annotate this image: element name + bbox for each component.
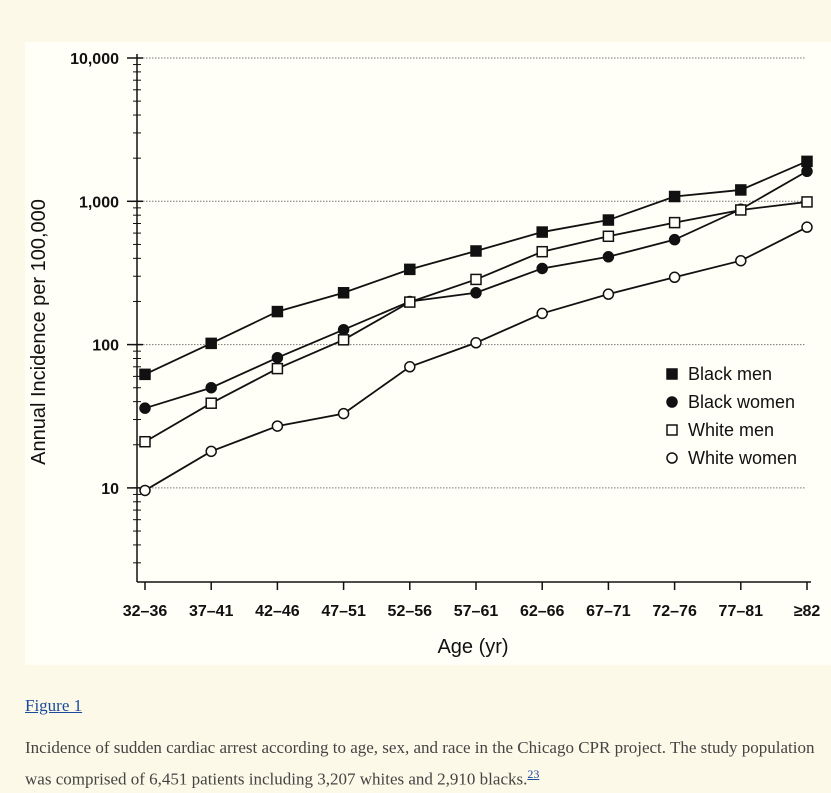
point-black-women — [602, 251, 615, 263]
point-black-men — [735, 184, 747, 196]
x-tick-label: 72–76 — [652, 603, 697, 620]
point-black-men — [205, 337, 217, 350]
point-white-women — [271, 420, 284, 432]
point-black-men — [337, 287, 350, 299]
x-tick-label: 52–56 — [388, 603, 433, 620]
point-black-men — [801, 155, 813, 168]
point-black-men — [470, 245, 482, 257]
point-white-women — [602, 288, 615, 300]
point-white-men — [470, 273, 482, 286]
point-black-women — [271, 351, 284, 364]
point-white-women — [139, 484, 151, 497]
y-tick-label: 100 — [92, 338, 119, 355]
point-black-women — [668, 233, 681, 246]
point-white-women — [801, 221, 813, 233]
point-white-men — [205, 397, 217, 409]
point-black-women — [139, 402, 151, 414]
legend-marker — [666, 424, 678, 436]
y-tick-label: 1,000 — [79, 194, 119, 211]
x-tick-label: 32–36 — [123, 603, 168, 620]
point-black-men — [536, 226, 548, 238]
x-axis-title: Age (yr) — [437, 636, 508, 658]
y-axis-title: Annual Incidence per 100,000 — [28, 199, 50, 465]
legend-label: Black men — [688, 364, 772, 384]
figure-link[interactable]: Figure 1 — [25, 696, 83, 715]
legend-label: White women — [688, 448, 797, 468]
point-white-women — [205, 445, 217, 458]
point-white-men — [735, 204, 747, 216]
x-tick-label: 42–46 — [255, 603, 300, 620]
point-black-men — [668, 190, 681, 203]
point-white-women — [668, 271, 681, 284]
legend-label: Black women — [688, 392, 795, 412]
point-black-women — [801, 165, 813, 178]
point-black-women — [205, 381, 217, 394]
point-white-women — [337, 407, 350, 420]
point-black-men — [271, 305, 284, 318]
x-tick-label: ≥82 — [794, 603, 821, 620]
point-white-women — [404, 361, 416, 373]
point-white-men — [271, 362, 284, 375]
point-white-men — [602, 230, 615, 243]
point-white-men — [668, 216, 681, 229]
figure-caption: Incidence of sudden cardiac arrest accor… — [25, 734, 815, 793]
axes: 10 100 1,000 10,000 32–36 37–41 42–46 47–51 52–5… — [70, 51, 820, 620]
caption-text: Incidence of sudden cardiac arrest accor… — [25, 738, 815, 789]
point-black-men — [139, 368, 151, 381]
legend-marker — [666, 452, 678, 464]
legend: Black men Black women White men White women — [666, 364, 797, 468]
point-white-men — [139, 435, 151, 448]
x-tick-label: 67–71 — [586, 603, 631, 620]
chart: 10 100 1,000 10,000 32–36 37–41 42–46 47–51 52–5… — [28, 51, 820, 658]
legend-marker — [666, 368, 678, 380]
point-white-women — [536, 307, 548, 320]
figure-panel: 10 100 1,000 10,000 32–36 37–41 42–46 47–51 52–5… — [25, 42, 831, 665]
citation-link[interactable]: 23 — [527, 767, 540, 781]
point-black-men — [602, 214, 615, 226]
point-white-women — [735, 254, 747, 267]
legend-label: White men — [688, 420, 774, 440]
point-white-men — [404, 296, 416, 308]
series-lines — [139, 155, 813, 497]
point-black-women — [536, 262, 548, 275]
x-tick-label: 57–61 — [454, 603, 499, 620]
point-black-women — [337, 323, 350, 336]
x-tick-label: 77–81 — [719, 603, 764, 620]
legend-marker — [666, 396, 678, 408]
y-tick-label: 10,000 — [70, 51, 119, 68]
point-black-women — [470, 287, 482, 299]
point-white-men — [801, 196, 813, 208]
x-tick-label: 47–51 — [321, 603, 366, 620]
citation-superscript: 23 — [527, 766, 539, 782]
point-white-men — [337, 334, 350, 346]
point-white-men — [536, 245, 548, 258]
x-tick-label: 62–66 — [520, 603, 565, 620]
point-white-women — [470, 337, 482, 349]
x-tick-label: 37–41 — [189, 603, 234, 620]
point-black-men — [404, 263, 416, 276]
y-tick-label: 10 — [101, 481, 119, 498]
